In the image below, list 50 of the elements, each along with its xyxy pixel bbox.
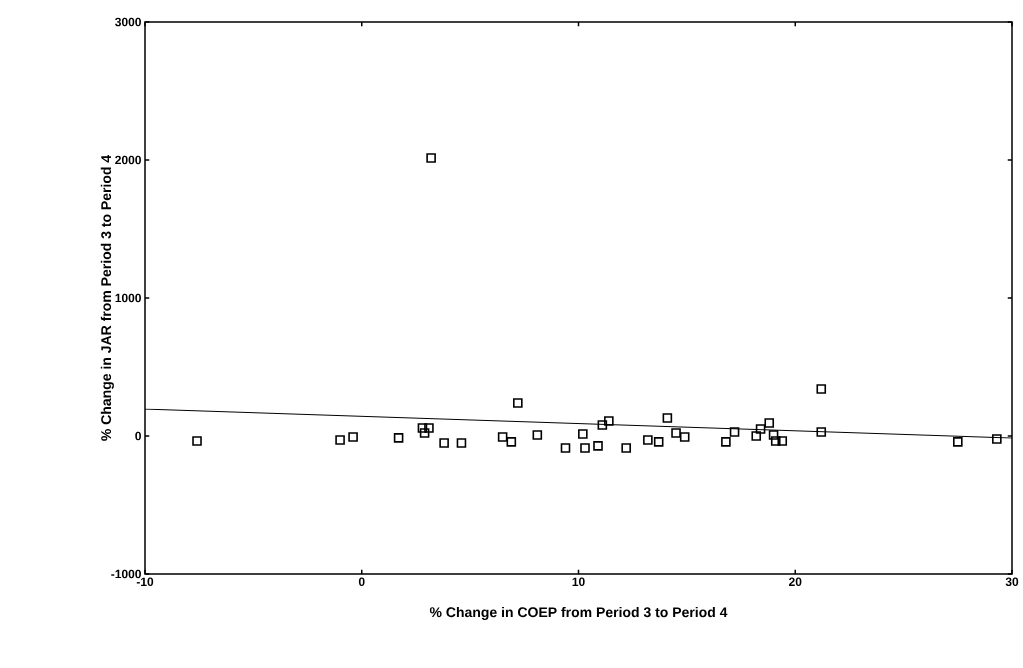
point [578,429,588,439]
point [604,416,614,426]
point [424,423,434,433]
y-tick-label: 1000 [115,293,141,303]
point [456,438,467,448]
x-tick-label: 0 [358,577,365,587]
point [419,428,430,438]
point [580,443,590,453]
point [532,430,543,440]
point [768,430,779,440]
point [992,434,1002,444]
x-tick-label: 10 [572,577,585,587]
point [417,423,428,433]
point [348,432,358,442]
point [393,433,404,443]
point [764,418,775,428]
y-tick-label: -1000 [111,569,141,579]
point [426,153,436,163]
x-tick-label: -10 [136,577,154,587]
point [513,398,523,408]
point [777,436,788,446]
point [192,436,202,446]
point [770,436,781,446]
point [643,435,653,445]
point [497,432,508,442]
point [816,384,827,394]
y-tick-label: 0 [135,431,141,441]
point [506,437,517,447]
point [439,438,449,448]
x-tick-label: 30 [1005,577,1019,587]
x-axis-title: % Change in COEP from Period 3 to Period 4 [429,606,728,621]
point [597,420,608,430]
point [335,435,345,445]
y-tick-label: 2000 [115,155,141,165]
point [953,437,963,447]
point [653,437,664,447]
y-axis-title: % Change in JAR from Period 3 to Period 4 [100,154,114,441]
point [816,427,827,437]
point [662,413,673,423]
y-tick-label: 3000 [115,17,141,27]
point [755,424,766,434]
point [560,443,571,453]
point [729,427,740,437]
point [671,428,681,438]
point [679,432,690,442]
point [721,437,731,447]
point [751,431,762,441]
point [593,441,603,451]
point [621,443,631,453]
x-tick-label: 20 [789,577,802,587]
